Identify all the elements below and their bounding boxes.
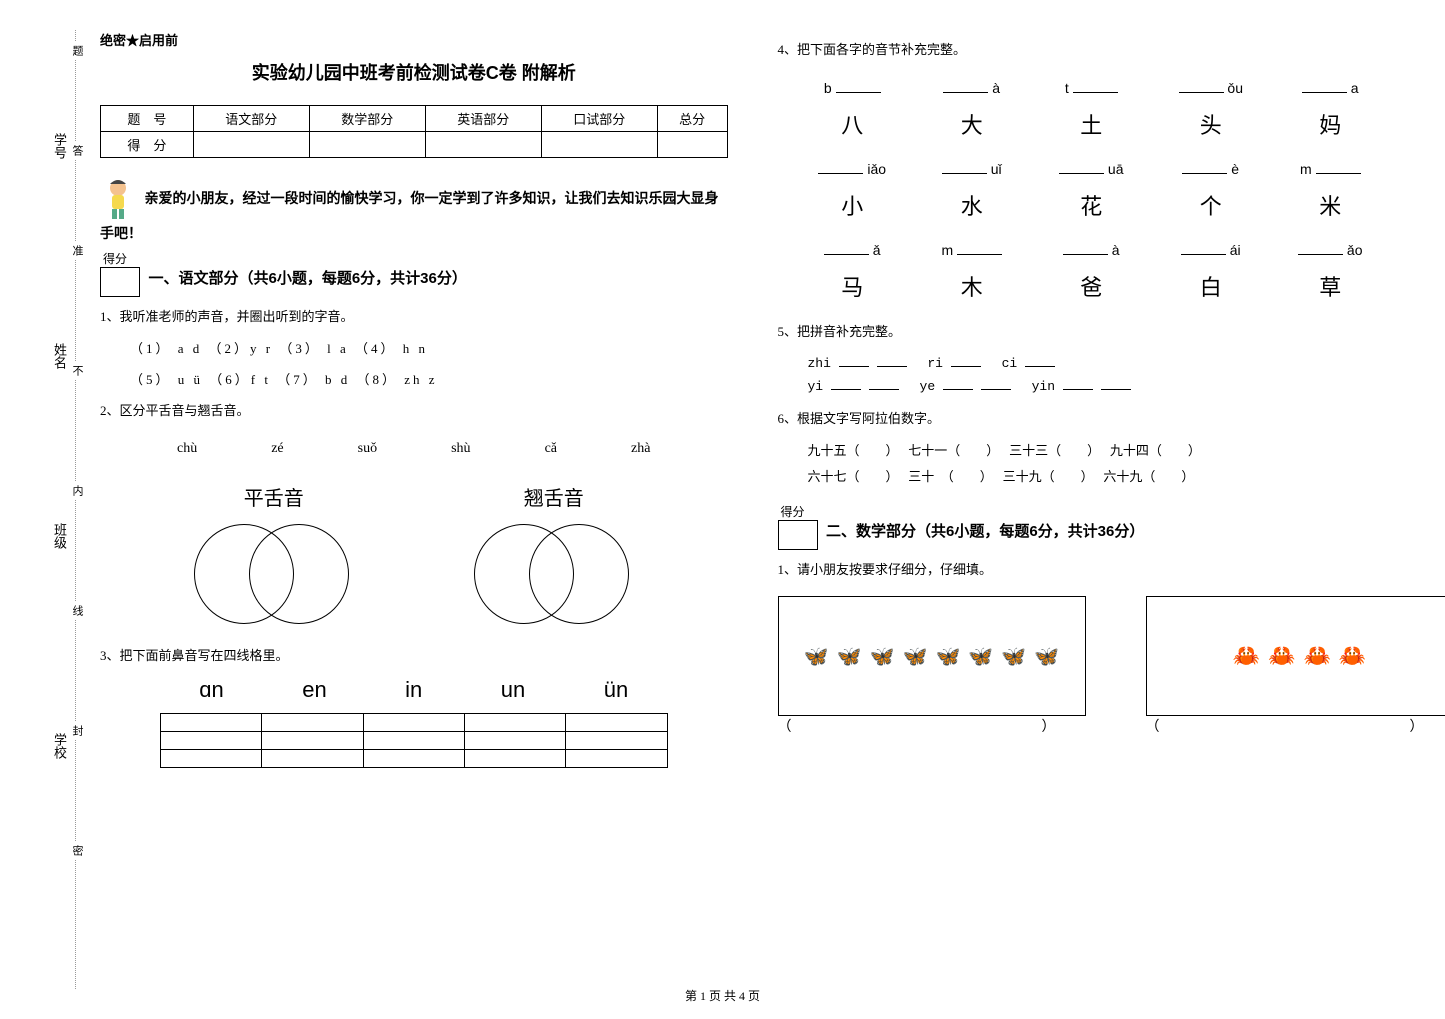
q1-options-b: （5） u ü （6）f t （7） b d （8） zh z — [100, 368, 728, 391]
q2-text: 2、区分平舌音与翘舌音。 — [100, 399, 728, 422]
char-cell: ǒu头 — [1156, 79, 1266, 140]
q2-pinyin-row: chù zé suǒ shù cǎ zhà — [100, 431, 728, 467]
char-cell: è个 — [1156, 160, 1266, 221]
right-column: 4、把下面各字的音节补充完整。 b 八 à大t 土 ǒu头 a妈 iǎo小 uǐ… — [778, 30, 1406, 768]
crab-box: 🦀 🦀 🦀 🦀 — [1146, 596, 1445, 716]
section2-title: 二、数学部分（共6小题，每题6分，共计36分） — [826, 523, 1144, 540]
char-cell: à大 — [917, 79, 1027, 140]
page-footer: 第 1 页 共 4 页 — [0, 987, 1445, 1004]
score-box-s1: 得分 — [100, 267, 140, 297]
paren-right: （ ） — [1146, 716, 1445, 736]
label-name: 姓名 — [50, 343, 69, 369]
s2-q1-text: 1、请小朋友按要求仔细分，仔细填。 — [778, 558, 1406, 581]
char-cell: ǎ马 — [798, 241, 908, 302]
q5-line1: zhi ri ci — [778, 352, 1406, 375]
q4-text: 4、把下面各字的音节补充完整。 — [778, 38, 1406, 61]
section1-title: 一、语文部分（共6小题，每题6分，共计36分） — [149, 270, 467, 287]
intro-text: 亲爱的小朋友，经过一段时间的愉快学习，你一定学到了许多知识，让我们去知识乐园大显… — [100, 178, 728, 247]
char-cell: a妈 — [1276, 79, 1386, 140]
q5-text: 5、把拼音补充完整。 — [778, 320, 1406, 343]
crab-icon: 🦀 — [1233, 643, 1260, 669]
dotted-seal-line: 密 封 线 内 不 准 答 题 — [75, 30, 90, 989]
butterfly-box: 🦋 🦋 🦋 🦋 🦋 🦋 🦋 🦋 — [778, 596, 1086, 716]
paren-left: （ ） — [778, 716, 1086, 736]
q6-row1: 九十五（ ） 七十一（ ） 三十三（ ） 九十四（ ） — [778, 438, 1406, 464]
label-class: 班级 — [50, 523, 69, 549]
left-column: 绝密★启用前 实验幼儿园中班考前检测试卷C卷 附解析 题 号 语文部分 数学部分… — [100, 30, 728, 768]
four-line-grid — [160, 713, 668, 768]
char-cell: t 土 — [1037, 79, 1147, 140]
exam-title: 实验幼儿园中班考前检测试卷C卷 附解析 — [100, 59, 728, 85]
char-cell: iǎo小 — [798, 160, 908, 221]
venn-left-label: 平舌音 — [194, 482, 354, 511]
q6-text: 6、根据文字写阿拉伯数字。 — [778, 407, 1406, 430]
q1-text: 1、我听准老师的声音，并圈出听到的字音。 — [100, 305, 728, 328]
butterfly-icon: 🦋 — [804, 644, 829, 669]
confidential-label: 绝密★启用前 — [100, 30, 728, 49]
q3-text: 3、把下面前鼻音写在四线格里。 — [100, 644, 728, 667]
char-cell: uǐ水 — [917, 160, 1027, 221]
score-box-s2: 得分 — [778, 520, 818, 550]
char-grid: b 八 à大t 土 ǒu头 a妈 iǎo小 uǐ水 uā花 è个m 米 ǎ马m … — [778, 69, 1406, 312]
image-boxes: 🦋 🦋 🦋 🦋 🦋 🦋 🦋 🦋 （ ） 🦀 🦀 🦀 🦀 — [778, 596, 1406, 736]
label-sid: 学号 — [50, 133, 69, 159]
q5-line2: yi ye yin — [778, 375, 1406, 398]
char-cell: m 米 — [1276, 160, 1386, 221]
venn-diagram: 平舌音 翘舌音 — [100, 482, 728, 629]
label-school: 学校 — [50, 733, 69, 759]
q1-options-a: （1） a d （2）y r （3） l a （4） h n — [100, 337, 728, 360]
nasal-row: ɑn en in un ün — [100, 677, 728, 703]
score-table: 题 号 语文部分 数学部分 英语部分 口试部分 总分 得 分 — [100, 105, 728, 158]
q6-row2: 六十七（ ） 三十 （ ） 三十九（ ） 六十九（ ） — [778, 464, 1406, 490]
char-cell: ǎo草 — [1276, 241, 1386, 302]
char-cell: b 八 — [798, 79, 908, 140]
child-icon — [100, 178, 136, 222]
char-cell: ái白 — [1156, 241, 1266, 302]
venn-right-label: 翘舌音 — [474, 482, 634, 511]
char-cell: m 木 — [917, 241, 1027, 302]
char-cell: uā花 — [1037, 160, 1147, 221]
char-cell: à爸 — [1037, 241, 1147, 302]
